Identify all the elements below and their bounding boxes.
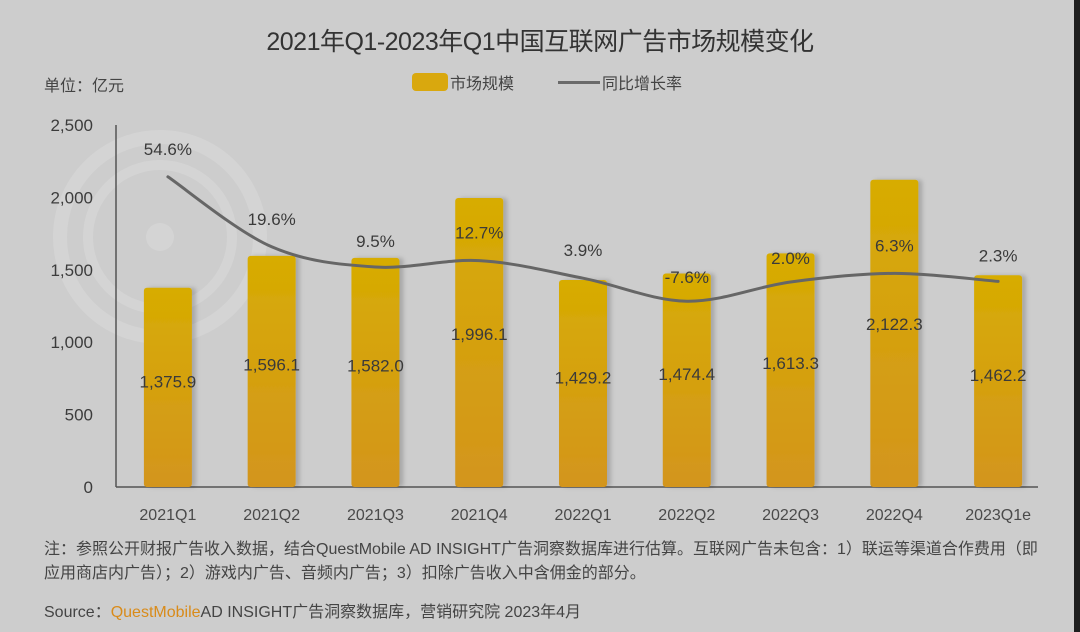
bar <box>559 280 607 487</box>
source-line: Source：QuestMobileAD INSIGHT广告洞察数据库，营销研究… <box>44 598 581 622</box>
x-tick-label: 2022Q1 <box>555 507 612 524</box>
growth-rate-label: 2.3% <box>979 246 1018 265</box>
growth-rate-label: -7.6% <box>665 268 709 287</box>
source-prefix: Source： <box>44 604 111 621</box>
source-rest: AD INSIGHT广告洞察数据库，营销研究院 2023年4月 <box>200 604 582 621</box>
y-tick-label: 2,500 <box>50 116 93 135</box>
x-tick-label: 2022Q4 <box>866 507 923 524</box>
x-tick-label: 2022Q2 <box>658 507 715 524</box>
chart-title: 2021年Q1-2023年Q1中国互联网广告市场规模变化 <box>266 28 814 56</box>
legend-line-label: 同比增长率 <box>602 76 683 93</box>
x-tick-label: 2023Q1e <box>965 507 1031 524</box>
growth-rate-label: 2.0% <box>771 249 810 268</box>
source-brand: QuestMobile <box>110 604 201 621</box>
bar-value-label: 1,474.4 <box>658 365 715 384</box>
growth-rate-label: 19.6% <box>248 210 296 229</box>
bar <box>870 179 919 487</box>
bar <box>974 275 1023 487</box>
x-tick-label: 2021Q1 <box>139 507 196 524</box>
x-tick-label: 2021Q4 <box>451 507 508 524</box>
x-tick-label: 2021Q2 <box>243 507 300 524</box>
growth-rate-line <box>166 175 1000 303</box>
growth-rate-label: 12.7% <box>455 224 503 243</box>
growth-rate-label: 3.9% <box>564 241 603 260</box>
bar-value-label: 1,429.2 <box>555 368 612 387</box>
growth-rate-label: 9.5% <box>356 232 395 251</box>
bar-value-label: 1,996.1 <box>451 325 508 344</box>
legend-bar-swatch <box>412 73 448 91</box>
screen-edge <box>1074 0 1080 632</box>
bar <box>662 273 711 487</box>
x-tick-label: 2021Q3 <box>347 507 404 524</box>
bar <box>455 197 504 487</box>
growth-rate-label: 54.6% <box>144 140 192 159</box>
y-tick-label: 1,500 <box>50 261 93 280</box>
y-tick-label: 0 <box>84 478 93 497</box>
legend: 市场规模 同比增长率 <box>412 70 682 94</box>
bar <box>143 287 192 487</box>
y-tick-label: 2,000 <box>50 188 93 207</box>
bar-value-label: 1,462.2 <box>970 366 1027 385</box>
bar-value-label: 1,613.3 <box>762 354 819 373</box>
chart: 0 500 1,000 1,500 2,000 2,500 2021Q1 2021Q2 2021… <box>50 116 1038 524</box>
growth-rate-label: 6.3% <box>875 236 914 255</box>
bar-value-label: 1,375.9 <box>140 372 197 391</box>
legend-bar-label: 市场规模 <box>450 76 515 93</box>
bar <box>351 257 400 487</box>
unit-label: 单位：亿元 <box>44 78 125 95</box>
footnote: 注：参照公开财报广告收入数据，结合QuestMobile AD INSIGHT广… <box>44 541 1038 582</box>
x-tick-label: 2022Q3 <box>762 507 819 524</box>
bar-value-label: 2,122.3 <box>866 315 923 334</box>
bar <box>247 255 296 487</box>
legend-line-swatch <box>558 80 601 84</box>
y-tick-label: 1,000 <box>50 333 93 352</box>
bar-value-label: 1,596.1 <box>243 356 300 375</box>
y-tick-label: 500 <box>65 406 93 425</box>
bar <box>766 253 815 487</box>
bar-value-label: 1,582.0 <box>347 357 404 376</box>
